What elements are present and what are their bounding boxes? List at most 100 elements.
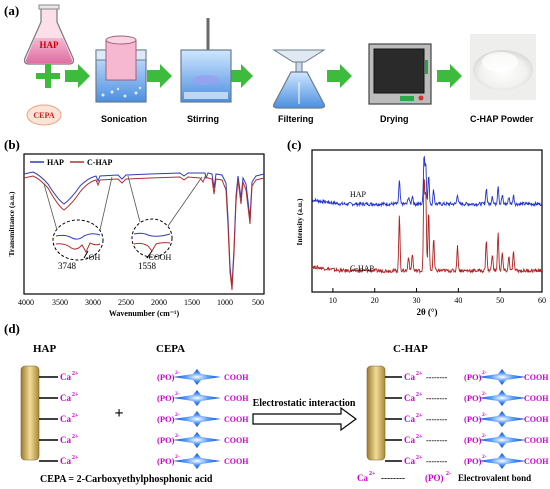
po-group: (PO) (157, 435, 175, 445)
ftir-zoom-oh (52, 219, 104, 261)
bond-legend-dashes: -------- (381, 473, 405, 483)
hap-rod-left (20, 365, 40, 461)
stirring-beaker (180, 18, 232, 103)
po-group: (PO) (157, 414, 175, 424)
cooh-group: COOH (524, 436, 549, 445)
interaction-scheme: HAP CEPA C-HAP Ca 2+Ca 2+Ca 2+Ca 2+Ca 2+ + (P… (20, 343, 549, 485)
carbon-chain-icon (173, 369, 221, 385)
carbon-chain-icon (478, 369, 526, 385)
ftir-xlabel: Wavenumber (cm⁻¹) (109, 309, 180, 318)
ca-charge: 2+ (72, 371, 79, 377)
xrd-xtick: 20 (371, 296, 379, 305)
ca-charge: 2+ (72, 413, 79, 419)
electrovalent-dashes: -------- (426, 415, 448, 424)
xrd-xtick: 60 (538, 296, 546, 305)
cooh-group: COOH (524, 394, 549, 403)
carbon-chain-icon (173, 432, 221, 448)
xrd-chap-line (311, 177, 543, 275)
carbon-chain-icon (173, 390, 221, 406)
oh-pointer (83, 250, 89, 259)
xrd-label-hap: HAP (350, 190, 367, 199)
hap-flask (23, 4, 75, 65)
cepa-label: CEPA (33, 111, 54, 120)
panel-label-b: (b) (4, 137, 20, 152)
process-arrows (65, 64, 462, 88)
bond-legend-po-charge: 2- (446, 471, 451, 477)
ftir-xtick-1000: 1000 (217, 298, 233, 307)
ftir-zoom-oh-chap (55, 242, 101, 254)
ca-charge: 2+ (416, 371, 423, 377)
arrow-text: Electrostatic interaction (253, 398, 356, 409)
carbon-chain-icon (478, 453, 526, 469)
po-group: (PO) (464, 372, 482, 382)
ca-charge: 2+ (416, 392, 423, 398)
po-charge: 2- (175, 391, 180, 397)
drying-oven (368, 43, 432, 105)
ftir-xtick-500: 500 (252, 298, 264, 307)
ftir-chap-line (23, 175, 265, 291)
ftir-zoom-cooh (131, 218, 173, 258)
ftir-xtick-1500: 1500 (184, 298, 200, 307)
carbon-chain-icon (478, 432, 526, 448)
ca-charge: 2+ (72, 392, 79, 398)
bond-legend-text: Electrovalent bond (458, 473, 531, 483)
po-charge: 2- (482, 370, 487, 376)
bond-legend-ion-charge: 2+ (369, 471, 376, 477)
xrd-xlabel: 2θ (°) (416, 307, 437, 317)
ftir-xtick-2500: 2500 (118, 298, 134, 307)
po-charge: 2- (482, 391, 487, 397)
scheme-title-chap: C-HAP (393, 343, 428, 355)
xrd-chart: 10 20 30 40 50 60 HAP C-HAP 2θ (°) Intensity … (295, 149, 546, 317)
scheme-title-hap: HAP (33, 343, 57, 355)
cooh-group: COOH (524, 373, 549, 382)
cepa-definition: CEPA = 2-Carboxyethylphosphonic acid (40, 474, 213, 485)
bond-legend-po: (PO) (425, 473, 444, 483)
filtering-flask (272, 49, 326, 109)
ca-ion: Ca (60, 456, 71, 466)
xrd-xtick: 30 (413, 296, 421, 305)
ftir-xtick-2000: 2000 (151, 298, 167, 307)
po-charge: 2- (175, 454, 180, 460)
ca-ion: Ca (60, 372, 71, 382)
electrovalent-dashes: -------- (426, 373, 448, 382)
ca-charge: 2+ (72, 434, 79, 440)
ca-ion: Ca (404, 435, 415, 445)
po-charge: 2- (482, 454, 487, 460)
step-powder: C-HAP Powder (470, 114, 534, 124)
process-diagram: HAP CEPA (23, 4, 536, 126)
ftir-xtick-3000: 3000 (85, 298, 101, 307)
ca-ion: Ca (404, 414, 415, 424)
po-group: (PO) (157, 393, 175, 403)
ca-charge: 2+ (416, 434, 423, 440)
xrd-hap-line (311, 155, 543, 208)
cooh-wavenumber: 1558 (138, 261, 157, 271)
ftir-xtick-3500: 3500 (52, 298, 68, 307)
po-group: (PO) (464, 414, 482, 424)
ftir-legend-chap: C-HAP (87, 158, 112, 167)
cooh-group: COOH (524, 415, 549, 424)
oh-wavenumber: 3748 (58, 261, 77, 271)
ftir-zoom-oh-leader-1 (43, 183, 58, 231)
scheme-plus: + (114, 405, 123, 422)
po-group: (PO) (464, 393, 482, 403)
hap-rod-right (366, 365, 386, 461)
ca-ion: Ca (404, 456, 415, 466)
ca-charge: 2+ (416, 413, 423, 419)
ftir-zoom-cooh-hap (133, 232, 171, 237)
cooh-group: COOH (224, 394, 249, 403)
po-charge: 2- (175, 412, 180, 418)
xrd-xtick: 10 (329, 296, 337, 305)
panel-label-d: (d) (4, 321, 20, 336)
step-stirring: Stirring (187, 114, 220, 124)
electrovalent-dashes: -------- (426, 457, 448, 466)
ftir-zoom-oh-leader-2 (99, 176, 113, 231)
xrd-label-chap: C-HAP (350, 264, 375, 273)
cooh-group: COOH (224, 457, 249, 466)
po-charge: 2- (482, 433, 487, 439)
ftir-xtick-4000: 4000 (18, 298, 34, 307)
carbon-chain-icon (173, 453, 221, 469)
electrovalent-dashes: -------- (426, 394, 448, 403)
cepa-blob (26, 104, 62, 126)
ca-ion: Ca (60, 435, 71, 445)
xrd-xtick: 50 (496, 296, 504, 305)
